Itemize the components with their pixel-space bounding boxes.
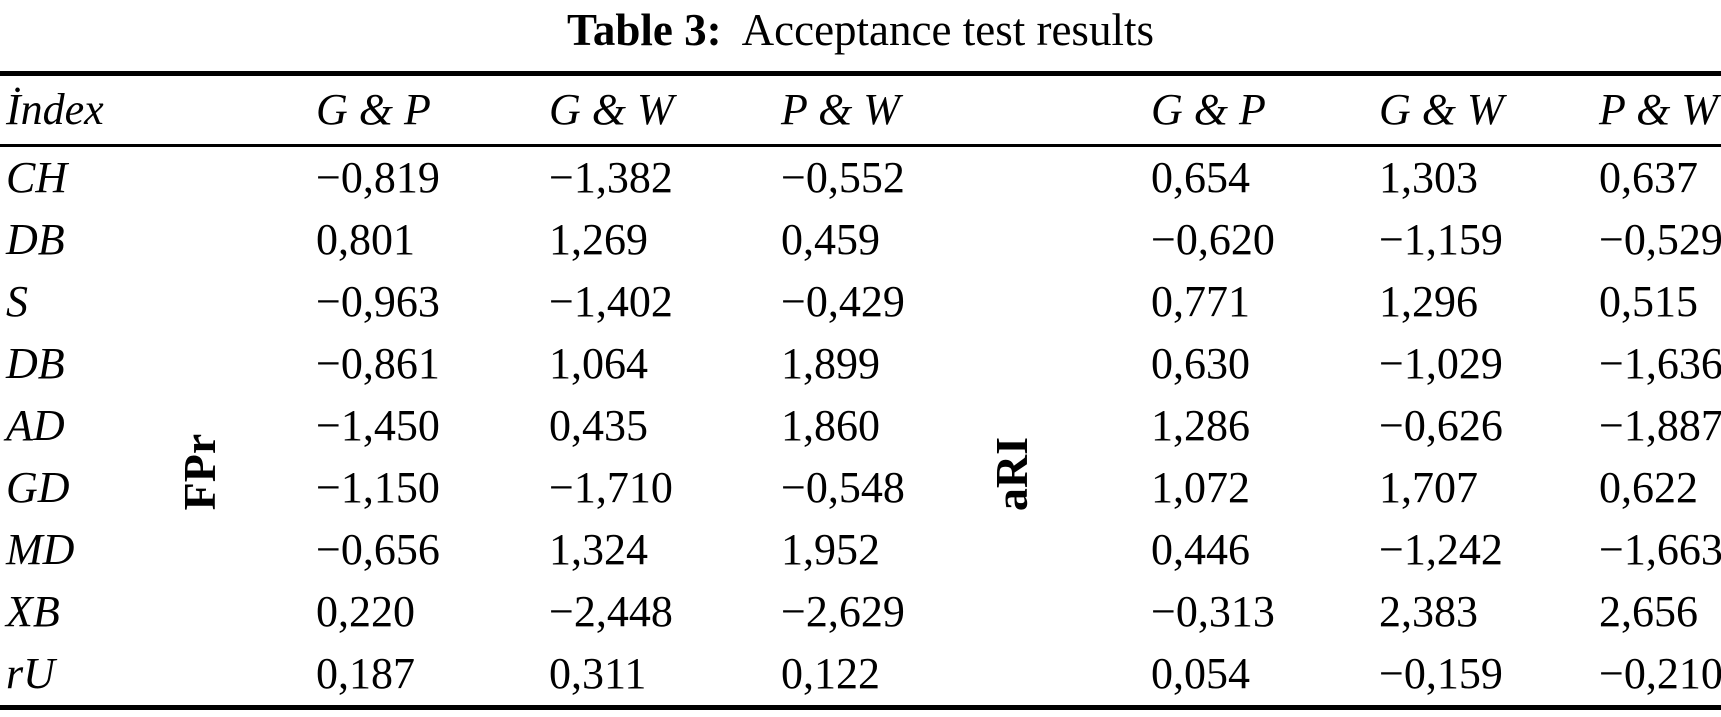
cell-value: −0,548: [781, 463, 905, 512]
cell-value: −0,552: [781, 153, 905, 202]
header-right-pw: P & W: [1599, 85, 1718, 134]
cell-value: −0,861: [316, 339, 440, 388]
cell-index: S: [6, 277, 28, 326]
table-bottom-rule: [0, 705, 1721, 710]
cell-value: 1,860: [781, 401, 880, 450]
header-index: İndex: [6, 85, 104, 134]
cell-value: −1,887: [1599, 401, 1721, 450]
cell-index: rU: [6, 649, 55, 698]
cell-value: −1,382: [549, 153, 673, 202]
cell-value: 1,324: [549, 525, 648, 574]
cell-value: 0,220: [316, 587, 415, 636]
table-header-row: İndex G & P G & W P & W G & P G & W P & …: [0, 76, 1721, 144]
cell-value: −0,159: [1379, 649, 1503, 698]
cell-value: 1,296: [1379, 277, 1478, 326]
cell-value: 2,656: [1599, 587, 1698, 636]
cell-value: 1,064: [549, 339, 648, 388]
cell-value: −1,029: [1379, 339, 1503, 388]
cell-value: −1,450: [316, 401, 440, 450]
cell-index: GD: [6, 463, 70, 512]
cell-value: 2,383: [1379, 587, 1478, 636]
cell-index: MD: [6, 525, 75, 574]
cell-index: DB: [6, 339, 65, 388]
header-right-gw: G & W: [1379, 85, 1504, 134]
cell-value: 0,801: [316, 215, 415, 264]
cell-value: −0,429: [781, 277, 905, 326]
header-left-gw: G & W: [549, 85, 674, 134]
cell-value: −0,656: [316, 525, 440, 574]
cell-value: −0,963: [316, 277, 440, 326]
cell-value: 0,654: [1151, 153, 1250, 202]
cell-value: 0,054: [1151, 649, 1250, 698]
table-caption-label: Table 3:: [567, 5, 722, 55]
cell-value: −1,242: [1379, 525, 1503, 574]
cell-value: 0,187: [316, 649, 415, 698]
table-body: CH −0,819 −1,382 −0,552 0,654 1,303 0,637 DB 0,8…: [0, 147, 1721, 705]
cell-value: −1,663: [1599, 525, 1721, 574]
cell-value: −2,629: [781, 587, 905, 636]
table-caption-text: Acceptance test results: [741, 5, 1154, 55]
cell-value: −0,210: [1599, 649, 1721, 698]
cell-index: AD: [6, 401, 65, 450]
cell-value: −0,529: [1599, 215, 1721, 264]
cell-value: −2,448: [549, 587, 673, 636]
group-label-fpr: FPr: [174, 433, 225, 511]
cell-value: −0,620: [1151, 215, 1275, 264]
cell-value: −0,819: [316, 153, 440, 202]
cell-value: 1,269: [549, 215, 648, 264]
header-left-pw: P & W: [781, 85, 900, 134]
table-caption: Table 3: Acceptance test results: [0, 2, 1721, 58]
cell-value: 0,459: [781, 215, 880, 264]
cell-value: 0,771: [1151, 277, 1250, 326]
header-left-gp: G & P: [316, 85, 431, 134]
cell-value: 0,122: [781, 649, 880, 698]
cell-index: XB: [6, 587, 60, 636]
cell-value: 1,303: [1379, 153, 1478, 202]
cell-value: 1,952: [781, 525, 880, 574]
cell-value: −1,710: [549, 463, 673, 512]
cell-value: 0,311: [549, 649, 647, 698]
group-label-ari: aRI: [986, 436, 1037, 512]
cell-value: 1,899: [781, 339, 880, 388]
cell-value: 0,446: [1151, 525, 1250, 574]
cell-index: DB: [6, 215, 65, 264]
cell-value: −0,313: [1151, 587, 1275, 636]
cell-value: −1,150: [316, 463, 440, 512]
cell-value: 0,622: [1599, 463, 1698, 512]
cell-value: −0,626: [1379, 401, 1503, 450]
cell-value: 1,707: [1379, 463, 1478, 512]
cell-value: −1,636: [1599, 339, 1721, 388]
cell-index: CH: [6, 153, 68, 202]
cell-value: 0,515: [1599, 277, 1698, 326]
cell-value: 0,637: [1599, 153, 1698, 202]
cell-value: 0,435: [549, 401, 648, 450]
cell-value: 1,072: [1151, 463, 1250, 512]
cell-value: −1,402: [549, 277, 673, 326]
header-right-gp: G & P: [1151, 85, 1266, 134]
cell-value: 1,286: [1151, 401, 1250, 450]
table-header-rule: [0, 144, 1721, 147]
cell-value: 0,630: [1151, 339, 1250, 388]
table-top-rule: [0, 71, 1721, 76]
cell-value: −1,159: [1379, 215, 1503, 264]
